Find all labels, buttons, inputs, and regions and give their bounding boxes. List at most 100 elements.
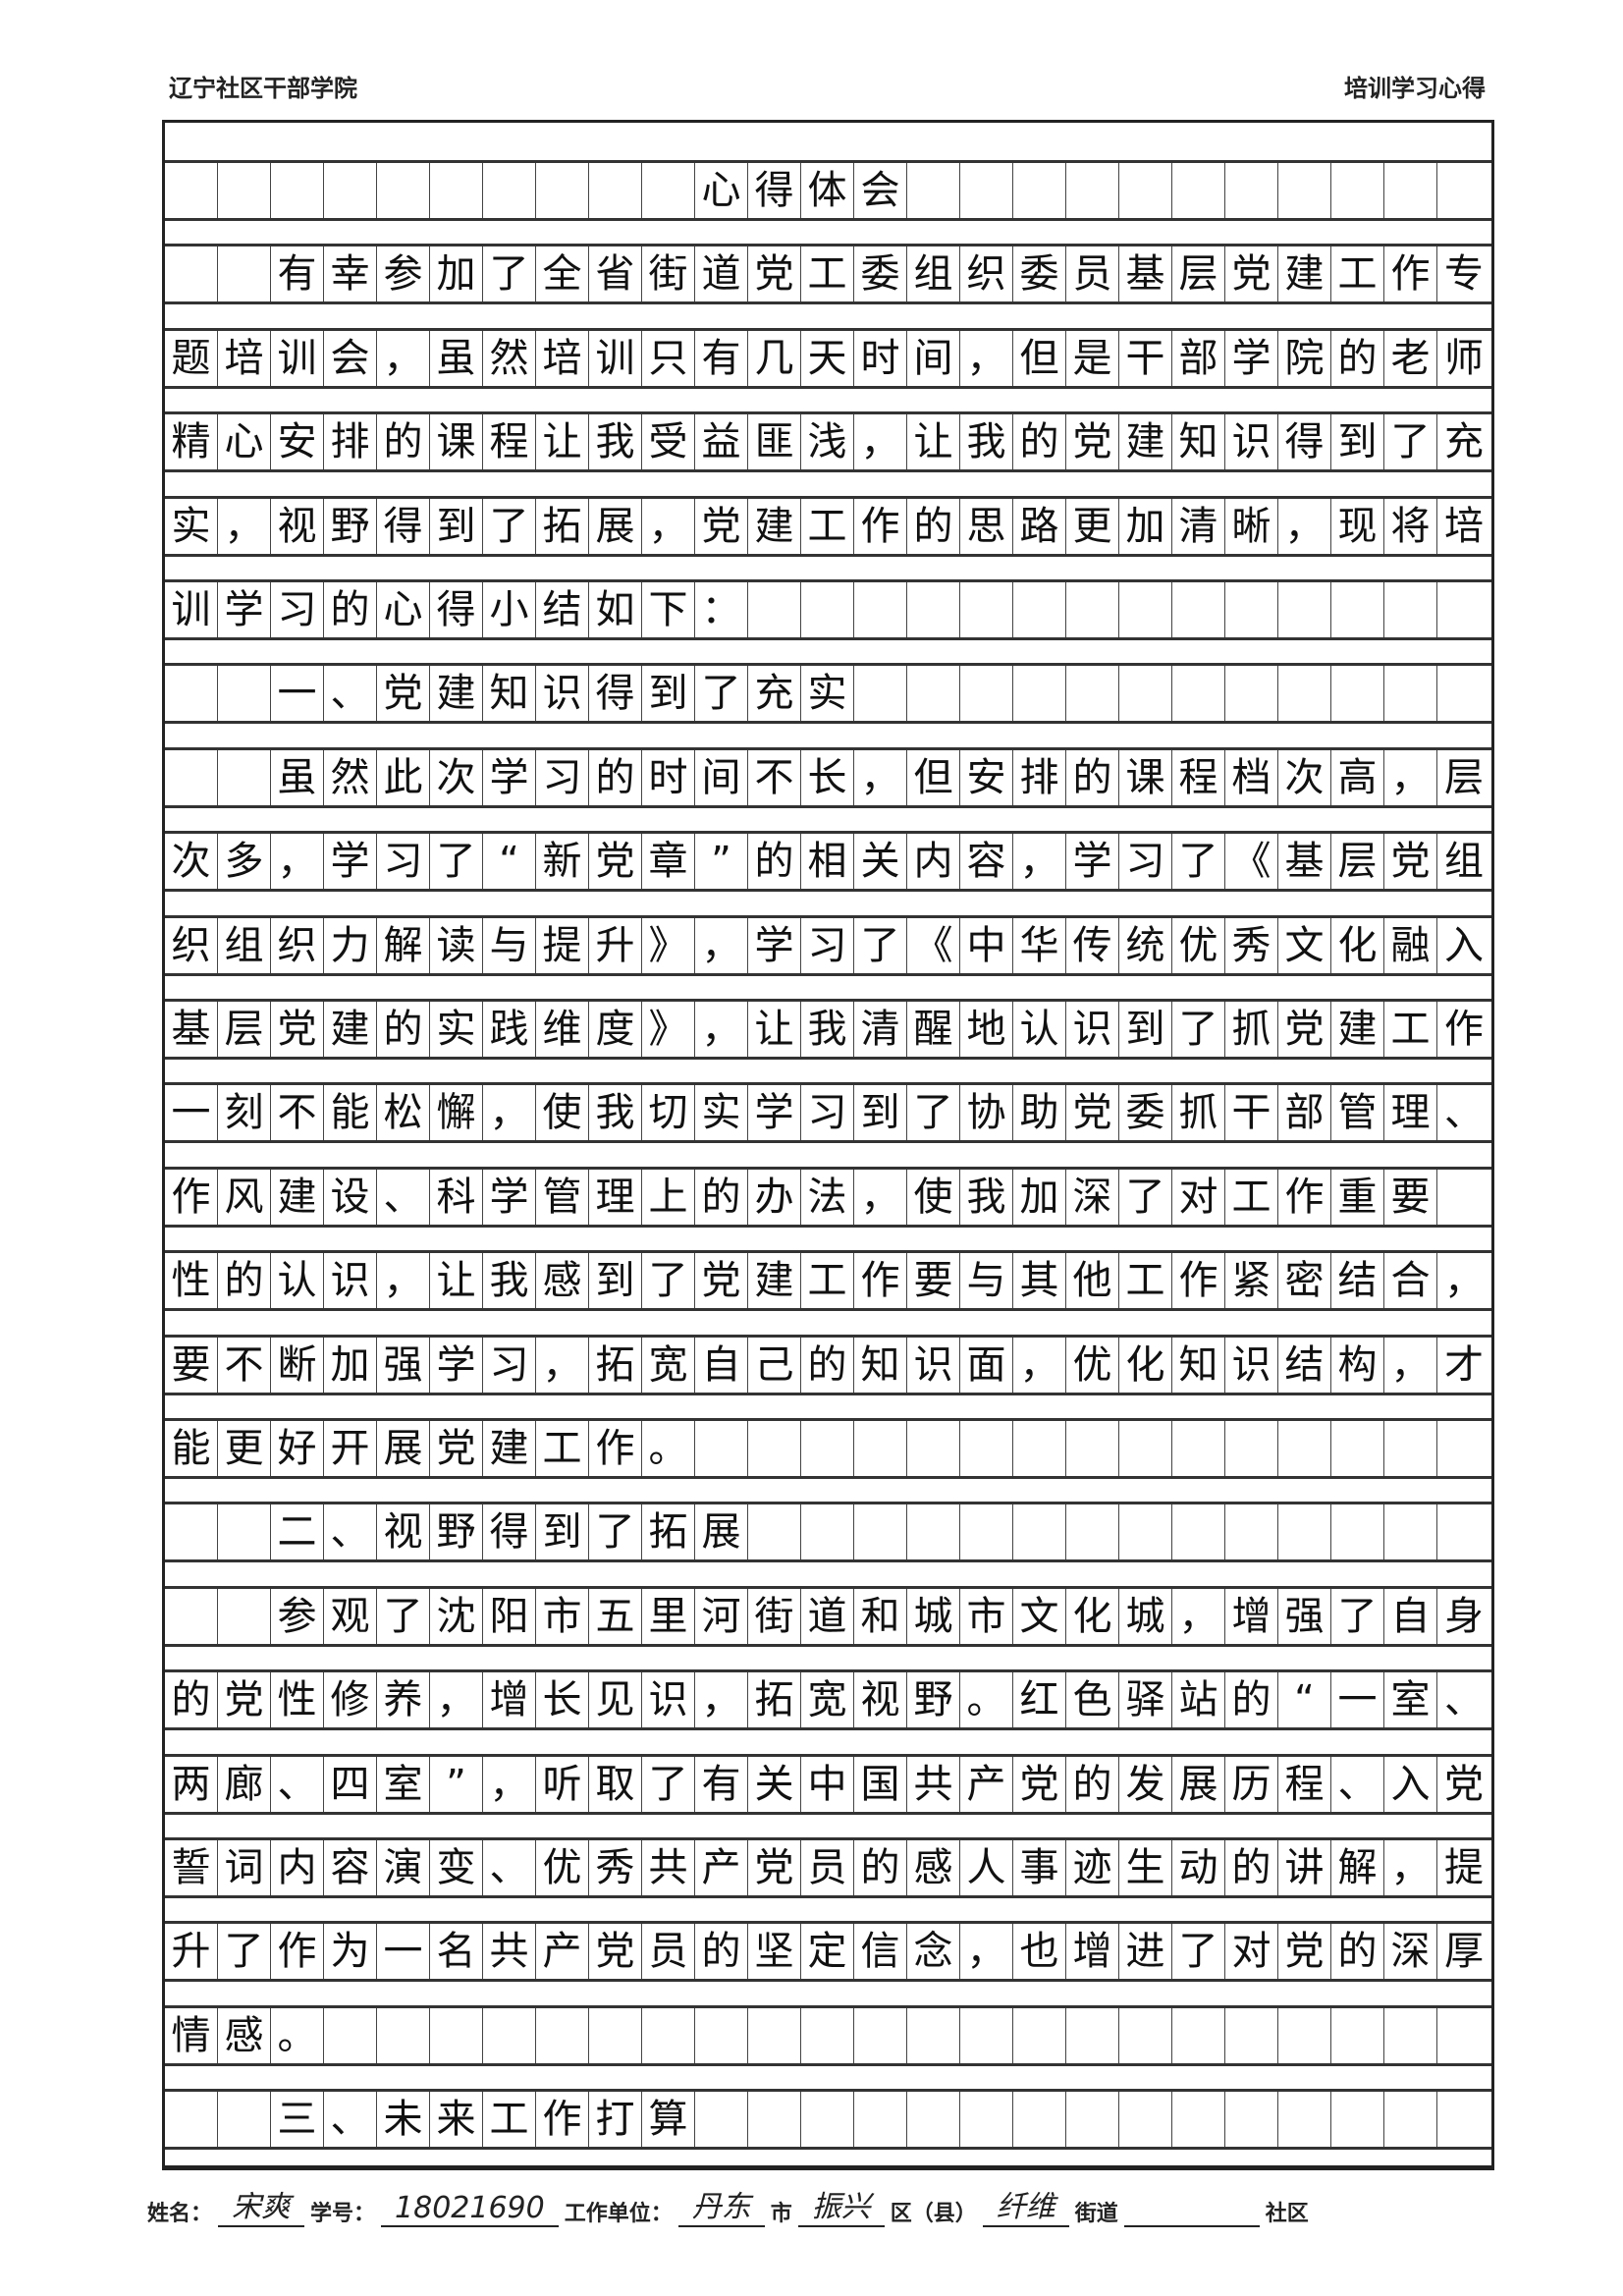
grid-cell (1278, 2092, 1331, 2148)
grid-cell (1013, 1504, 1066, 1560)
grid-cell: 到 (642, 666, 695, 722)
grid-cell: 参 (271, 1588, 324, 1644)
grid-cell (960, 1504, 1013, 1560)
grid-cell: 了 (218, 1924, 271, 1980)
grid-cell: 法 (801, 1169, 854, 1225)
grid-cell (1172, 163, 1225, 218)
grid-cell (483, 2007, 536, 2063)
grid-cell: 得 (748, 163, 801, 218)
grid-cell: 识 (642, 1672, 695, 1728)
grid-cell (1066, 2092, 1119, 2148)
grid-cell: 培 (1444, 503, 1484, 549)
grid-cell: 委 (1119, 1085, 1172, 1141)
grid-cell: 容 (960, 834, 1013, 890)
grid-cell: 增 (1066, 1924, 1119, 1980)
grid-cell (854, 1421, 907, 1476)
grid-cell: 党 (218, 1672, 271, 1728)
grid-cell: 维 (536, 1002, 589, 1057)
grid-cell: 入 (1444, 922, 1484, 968)
grid-cell (854, 582, 907, 637)
grid-cell: 党 (695, 1253, 748, 1309)
grid-cell (1437, 1421, 1490, 1476)
grid-cell: 安 (960, 749, 1013, 805)
grid-cell (165, 749, 218, 805)
grid-cell (960, 1421, 1013, 1476)
grid-cell: 会 (324, 330, 377, 386)
title-row: 心得体会心得体会 (165, 160, 1491, 221)
grid-cell: 建 (1331, 1002, 1384, 1057)
grid-cell (430, 163, 483, 218)
grid-cell (1119, 163, 1172, 218)
grid-cell: 感 (907, 1840, 960, 1895)
grid-cell: 拓 (642, 1504, 695, 1560)
grid-cell: 建 (324, 1002, 377, 1057)
grid-cell: 党 (1225, 246, 1278, 302)
grid-cell: 工 (801, 498, 854, 554)
grid-cell: 部 (1172, 330, 1225, 386)
grid-cell: 织 (960, 246, 1013, 302)
grid-cell: 知 (854, 1337, 907, 1393)
grid-cell: 党 (748, 246, 801, 302)
grid-cell: 到 (1331, 414, 1384, 470)
grid-cell: 工 (483, 2092, 536, 2148)
grid-cell: 实 (430, 1002, 483, 1057)
grid-cell: 了 (642, 1756, 695, 1812)
grid-cell: 野 (324, 498, 377, 554)
grid-cell: 、 (271, 1756, 324, 1812)
grid-cell: 理 (589, 1169, 642, 1225)
grid-cell (748, 1504, 801, 1560)
grid-cell (1013, 163, 1066, 218)
grid-cell: 实 (695, 1085, 748, 1141)
grid-cell: ， (854, 749, 907, 805)
grid-cell: 工 (1225, 1169, 1278, 1225)
grid-cell: 两 (165, 1756, 218, 1812)
grid-cell: ， (377, 1253, 430, 1309)
grid-cell: 不 (748, 749, 801, 805)
grid-cell (960, 163, 1013, 218)
grid-cell: 学 (324, 834, 377, 890)
grid-cell: 工 (1119, 1253, 1172, 1309)
grid-cell: ， (1384, 749, 1437, 805)
grid-cell: 野 (430, 1504, 483, 1560)
grid-cell: 视 (854, 1672, 907, 1728)
grid-cell: 专 (1444, 251, 1484, 298)
grid-cell: 抓 (1172, 1085, 1225, 1141)
grid-cell: 共 (907, 1756, 960, 1812)
grid-cell: ” (695, 834, 748, 890)
grid-cell: 程 (1172, 749, 1225, 805)
grid-cell: 习 (1119, 834, 1172, 890)
grid-cell: 与 (960, 1253, 1013, 1309)
grid-cell: 情 (165, 2007, 218, 2063)
grid-cell (1013, 582, 1066, 637)
grid-cell: 习 (801, 917, 854, 973)
grid-cell (801, 1421, 854, 1476)
grid-cell: 的 (907, 498, 960, 554)
footer-info: 姓名： 宋爽 学号： 18021690 工作单位： 丹东 市 振兴 区（县） 纤… (147, 2182, 1309, 2227)
grid-cell: 室 (1384, 1672, 1437, 1728)
grid-cell: 城 (1119, 1588, 1172, 1644)
grid-cell: 密 (1278, 1253, 1331, 1309)
community-label: 社区 (1265, 2202, 1309, 2226)
grid-cell: 市 (536, 1588, 589, 1644)
grid-cell: 小 (483, 582, 536, 637)
grid-cell: 信 (854, 1924, 907, 1980)
grid-cell: 让 (536, 414, 589, 470)
grid-cell: 身 (1444, 1593, 1484, 1639)
grid-cell: 协 (960, 1085, 1013, 1141)
grid-cell (907, 666, 960, 722)
grid-cell: ” (430, 1756, 483, 1812)
grid-cell: 我 (589, 1085, 642, 1141)
grid-cell (165, 1588, 218, 1644)
grid-cell (1384, 2092, 1437, 2148)
grid-cell: 多 (218, 834, 271, 890)
grid-cell: 关 (854, 834, 907, 890)
grid-cell: 读 (430, 917, 483, 973)
text-row: 基层党建的实践维度》，让我清醒地认识到了抓党建工作，基层党建的实践维度》，让我清… (165, 999, 1491, 1060)
grid-cell: 城 (907, 1588, 960, 1644)
grid-cell (1172, 1421, 1225, 1476)
grid-cell: 生 (1119, 1840, 1172, 1895)
grid-cell (642, 2007, 695, 2063)
grid-cell: 了 (430, 834, 483, 890)
grid-cell: 上 (642, 1169, 695, 1225)
